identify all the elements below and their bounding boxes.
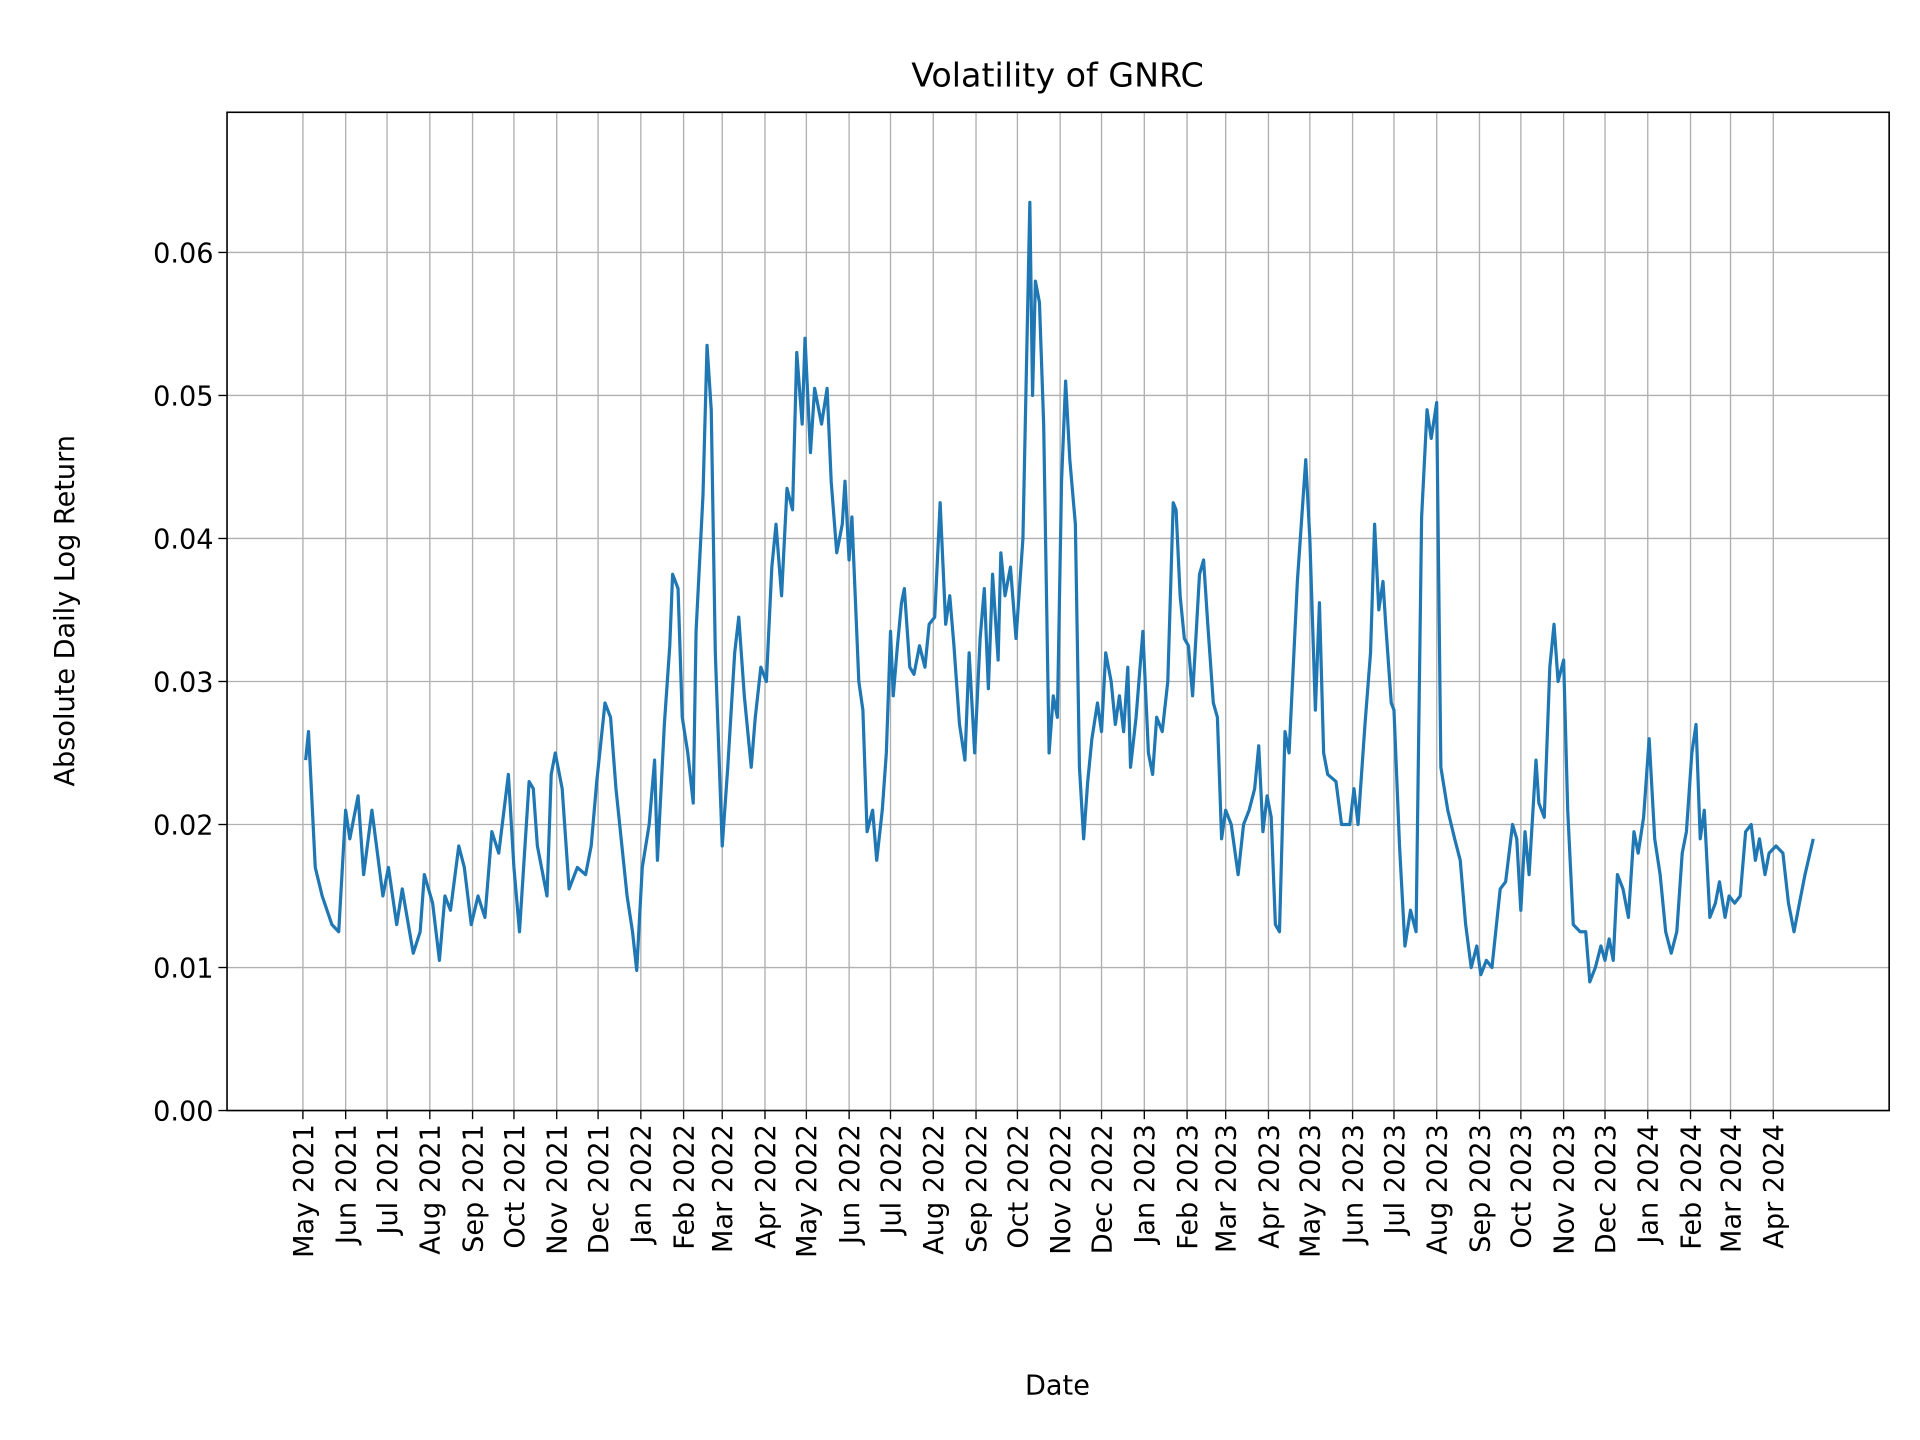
x-tick-label: Aug 2022 <box>919 1124 950 1255</box>
x-tick-label: Dec 2022 <box>1087 1124 1118 1254</box>
x-tick-label: Jun 2023 <box>1338 1124 1369 1246</box>
x-tick-label: Apr 2024 <box>1759 1124 1790 1249</box>
x-tick-label: Jul 2023 <box>1380 1124 1411 1236</box>
x-tick-label: Nov 2023 <box>1549 1124 1580 1255</box>
x-tick-label: Sep 2021 <box>458 1124 489 1253</box>
x-tick-label: Apr 2022 <box>751 1124 782 1249</box>
y-axis-label: Absolute Daily Log Return <box>50 435 81 787</box>
x-axis-ticks: May 2021 Jun 2021 Jul 2021 Aug 2021 Sep 2021… <box>289 1110 1790 1258</box>
x-tick-label: Oct 2021 <box>500 1124 531 1249</box>
x-tick-label: Jan 2023 <box>1130 1124 1161 1245</box>
x-tick-label: Aug 2021 <box>416 1124 447 1255</box>
y-tick-label: 0.06 <box>153 238 213 269</box>
y-tick-label: 0.02 <box>153 810 213 841</box>
x-tick-label: Mar 2023 <box>1212 1124 1243 1253</box>
y-tick-label: 0.05 <box>153 381 213 412</box>
x-tick-label: Jul 2021 <box>373 1124 404 1236</box>
x-tick-label: Sep 2023 <box>1465 1124 1496 1253</box>
x-tick-label: Nov 2022 <box>1046 1124 1077 1255</box>
x-tick-label: Dec 2021 <box>584 1124 615 1254</box>
x-tick-label: May 2021 <box>289 1124 320 1258</box>
x-tick-label: Dec 2023 <box>1591 1124 1622 1254</box>
x-tick-label: May 2022 <box>792 1124 823 1258</box>
plot-frame <box>226 111 1890 1112</box>
x-tick-label: Jul 2022 <box>876 1124 907 1236</box>
y-tick-label: 0.04 <box>153 524 213 555</box>
x-tick-label: Feb 2023 <box>1173 1124 1204 1250</box>
x-tick-label: Mar 2022 <box>708 1124 739 1253</box>
x-tick-label: Aug 2023 <box>1423 1124 1454 1255</box>
x-tick-label: Feb 2024 <box>1676 1124 1707 1250</box>
chart-title: Volatility of GNRC <box>911 55 1203 94</box>
x-tick-label: Sep 2022 <box>962 1124 993 1253</box>
y-tick-label: 0.03 <box>153 667 213 698</box>
grid <box>227 112 1890 1112</box>
series-line <box>304 200 1815 984</box>
x-tick-label: Jun 2021 <box>332 1124 363 1246</box>
x-tick-label: Feb 2022 <box>669 1124 700 1250</box>
x-tick-label: Mar 2024 <box>1716 1124 1747 1253</box>
x-tick-label: Nov 2021 <box>543 1124 574 1255</box>
x-tick-label: Apr 2023 <box>1254 1124 1285 1249</box>
x-tick-label: Oct 2022 <box>1003 1124 1034 1249</box>
x-tick-label: May 2023 <box>1296 1124 1327 1258</box>
x-tick-label: Jun 2022 <box>835 1124 866 1246</box>
x-tick-label: Jan 2024 <box>1634 1124 1665 1245</box>
x-tick-label: Jan 2022 <box>627 1124 658 1245</box>
y-axis-ticks: 0.00 0.01 0.02 0.03 0.04 0.05 0.06 <box>153 238 228 1127</box>
y-tick-label: 0.00 <box>153 1096 213 1127</box>
y-tick-label: 0.01 <box>153 953 213 984</box>
x-tick-label: Oct 2023 <box>1507 1124 1538 1249</box>
x-axis-label: Date <box>1025 1370 1090 1401</box>
